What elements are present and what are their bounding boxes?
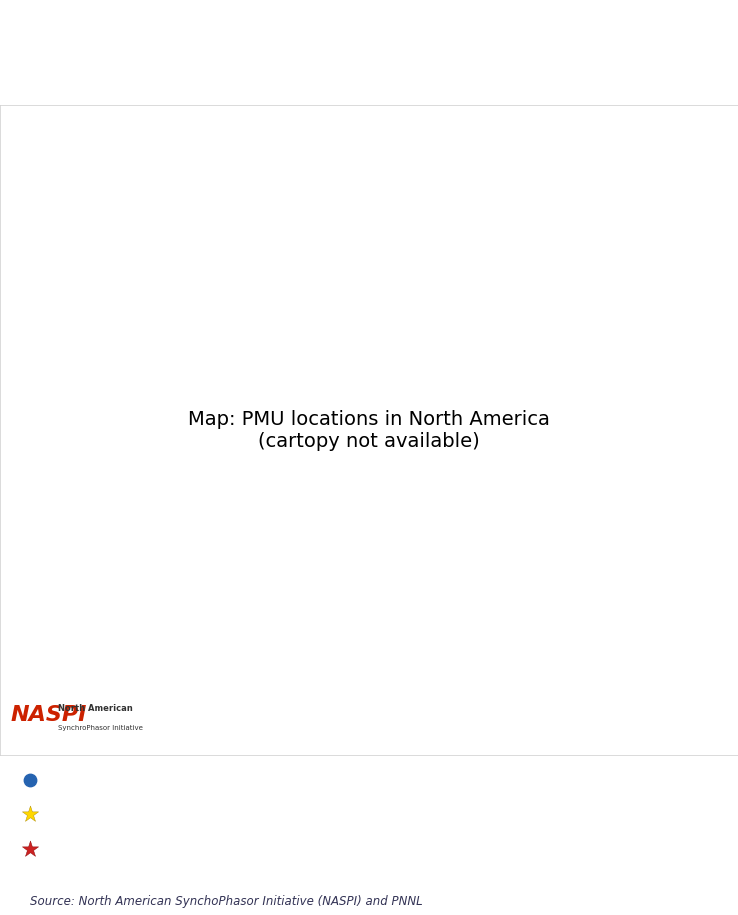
Text: Transmission owner data concentrator: Transmission owner data concentrator	[59, 807, 390, 822]
Text: North American: North American	[58, 705, 133, 713]
Text: Map: PMU locations in North America
(cartopy not available): Map: PMU locations in North America (car…	[188, 410, 550, 450]
Text: SynchroPhasor Initiative: SynchroPhasor Initiative	[58, 725, 142, 731]
Text: PMU locations: PMU locations	[59, 772, 181, 788]
Text: NASPI: NASPI	[10, 705, 86, 725]
Point	[632, 618, 644, 632]
Point	[632, 0, 644, 8]
Text: With information available as of May 2017: With information available as of May 201…	[30, 871, 294, 885]
Point	[632, 306, 644, 320]
Text: Network-connected phasor measurement unit locations in North America: Network-connected phasor measurement uni…	[22, 48, 738, 68]
Text: Source: North American SynchoPhasor Initiative (NASPI) and PNNL: Source: North American SynchoPhasor Init…	[30, 895, 422, 908]
Text: Regional data concentrator: Regional data concentrator	[59, 841, 294, 856]
